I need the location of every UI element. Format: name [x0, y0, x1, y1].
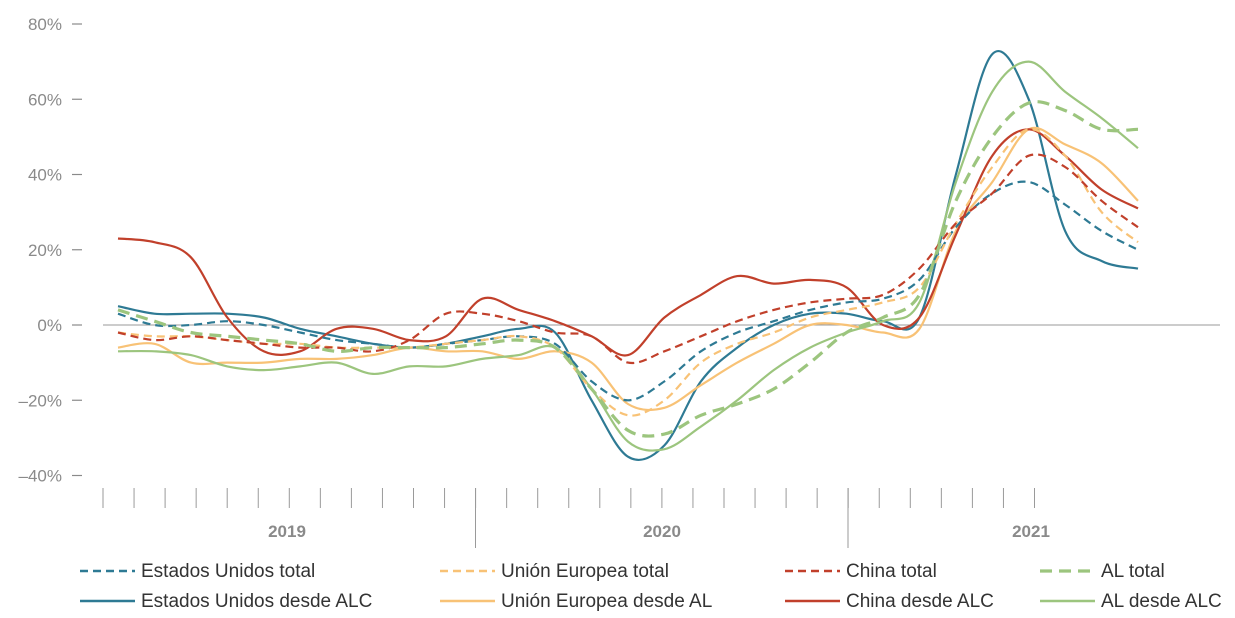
- legend-item: Unión Europea total: [440, 561, 669, 582]
- y-tick-label: 80%: [28, 15, 62, 34]
- legend-label: Estados Unidos total: [141, 561, 315, 582]
- legend-item: AL total: [1040, 561, 1165, 582]
- y-axis: –40% –20% 0% 20% 40% 60% 80%: [19, 15, 82, 486]
- series-line: [117, 126, 1139, 412]
- y-tick-label: –40%: [19, 467, 62, 486]
- legend-label: China desde ALC: [846, 591, 994, 612]
- legend-item: China desde ALC: [785, 591, 994, 612]
- series-line: [117, 100, 1139, 438]
- legend-label: Unión Europea total: [501, 561, 669, 582]
- legend-label: AL total: [1101, 561, 1165, 582]
- series-line: [117, 153, 1139, 365]
- legend-item: Unión Europea desde AL: [440, 591, 712, 612]
- y-tick-label: 0%: [37, 316, 62, 335]
- legend-item: Estados Unidos desde ALC: [80, 591, 372, 612]
- legend: Estados Unidos total Unión Europea total C…: [80, 561, 1222, 612]
- legend-item: AL desde ALC: [1040, 591, 1222, 612]
- legend-label: Estados Unidos desde ALC: [141, 591, 372, 612]
- legend-label: AL desde ALC: [1101, 591, 1222, 612]
- legend-label: Unión Europea desde AL: [501, 591, 712, 612]
- legend-item: China total: [785, 561, 937, 582]
- series-line: [117, 128, 1139, 357]
- series-line: [117, 180, 1139, 402]
- series-line: [117, 50, 1139, 461]
- series-line: [117, 60, 1139, 452]
- legend-label: China total: [846, 561, 937, 582]
- y-tick-label: 60%: [28, 90, 62, 109]
- y-tick-label: 40%: [28, 166, 62, 185]
- y-tick-label: 20%: [28, 241, 62, 260]
- year-label: 2021: [1012, 522, 1050, 541]
- x-axis: 2019 2020 2021: [102, 488, 1050, 548]
- series-line: [117, 128, 1139, 417]
- year-label: 2019: [268, 522, 306, 541]
- year-label: 2020: [643, 522, 681, 541]
- y-tick-label: –20%: [19, 391, 62, 410]
- series-lines: [117, 50, 1139, 461]
- legend-item: Estados Unidos total: [80, 561, 315, 582]
